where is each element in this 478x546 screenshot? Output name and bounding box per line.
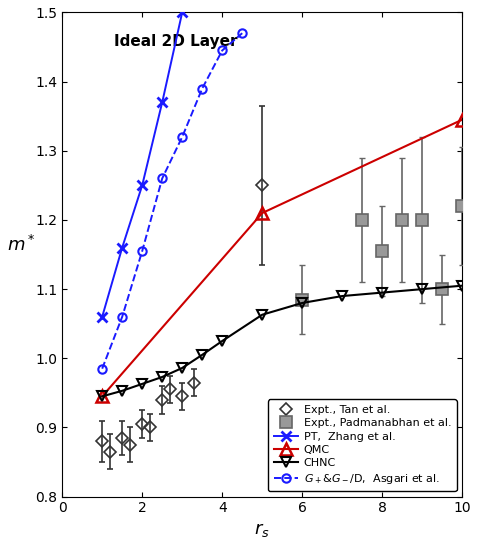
X-axis label: $r_s$: $r_s$ — [254, 521, 270, 539]
Y-axis label: $m^*$: $m^*$ — [7, 234, 36, 254]
Legend: Expt., Tan et al., Expt., Padmanabhan et al., PT,  Zhang et al., QMC, CHNC, $G_+: Expt., Tan et al., Expt., Padmanabhan et… — [268, 399, 456, 491]
Text: Ideal 2D Layer: Ideal 2D Layer — [114, 34, 238, 49]
